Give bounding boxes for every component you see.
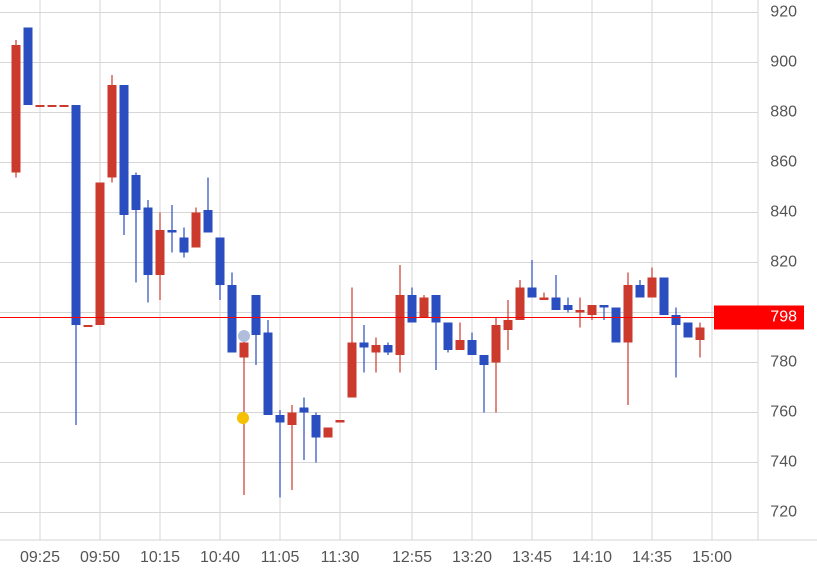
candle-body	[683, 322, 693, 338]
candle-body	[11, 45, 21, 173]
last-price-box	[714, 305, 804, 330]
candle-body	[299, 407, 309, 413]
y-tick-label: 900	[770, 54, 797, 71]
candle-body	[467, 340, 477, 355]
candle-body	[515, 287, 525, 320]
candle-body	[215, 237, 225, 285]
x-tick-label: 10:15	[140, 549, 180, 566]
candle-body	[371, 345, 381, 353]
candle-body	[107, 85, 117, 178]
candle-body	[179, 237, 189, 253]
y-tick-label: 780	[770, 354, 797, 371]
y-tick-label: 820	[770, 254, 797, 271]
x-tick-label: 09:25	[20, 549, 60, 566]
candle-body	[335, 420, 345, 423]
candle-body	[635, 285, 645, 298]
candle-body	[623, 285, 633, 343]
candle-body	[227, 285, 237, 353]
x-tick-label: 13:45	[512, 549, 552, 566]
x-tick-label: 14:35	[632, 549, 672, 566]
candle-body	[647, 277, 657, 298]
candle-body	[287, 412, 297, 425]
candle-body	[527, 287, 537, 298]
candle-body	[95, 182, 105, 325]
candle-body	[539, 297, 549, 300]
candle-body	[83, 325, 93, 327]
candle-body	[443, 322, 453, 350]
candle-body	[167, 230, 177, 233]
candle-body	[563, 305, 573, 310]
x-tick-label: 12:55	[392, 549, 432, 566]
marker-dot	[237, 412, 249, 424]
candle-body	[503, 320, 513, 330]
x-tick-label: 10:40	[200, 549, 240, 566]
candle-body	[611, 307, 621, 343]
candle-body	[59, 105, 69, 107]
candle-body	[671, 315, 681, 325]
candle-body	[491, 325, 501, 363]
candle-body	[131, 175, 141, 210]
candle-body	[35, 105, 45, 107]
candle-body	[263, 332, 273, 415]
x-tick-label: 11:30	[321, 549, 360, 566]
candle-body	[239, 342, 249, 358]
x-tick-label: 11:05	[261, 549, 300, 566]
candle-body	[275, 415, 285, 423]
candle-body	[551, 297, 561, 310]
candle-body	[119, 85, 129, 215]
marker-dot	[238, 330, 250, 342]
candle-body	[455, 340, 465, 350]
candle-body	[431, 295, 441, 323]
candle-body	[191, 212, 201, 248]
candle-body	[251, 295, 261, 335]
candle-body	[695, 327, 705, 340]
y-tick-label: 740	[770, 454, 797, 471]
candle-body	[23, 27, 33, 105]
x-tick-label: 13:20	[452, 549, 492, 566]
candle-body	[479, 355, 489, 365]
candle-body	[383, 345, 393, 353]
candle-body	[203, 210, 213, 233]
candle-body	[155, 230, 165, 275]
y-tick-label: 760	[770, 404, 797, 421]
candle-body	[395, 295, 405, 355]
candle-body	[323, 427, 333, 438]
candle-body	[575, 310, 585, 313]
candle-body	[311, 415, 321, 438]
candle-body	[359, 342, 369, 348]
x-tick-label: 15:00	[692, 549, 732, 566]
candle-body	[71, 105, 81, 325]
candle-body	[587, 305, 597, 315]
y-tick-label: 880	[770, 104, 797, 121]
candle-body	[659, 277, 669, 315]
y-tick-label: 860	[770, 154, 797, 171]
candle-body	[419, 297, 429, 318]
x-tick-label: 09:50	[80, 549, 120, 566]
candle-body	[47, 105, 57, 107]
y-tick-label: 840	[770, 204, 797, 221]
candle-body	[347, 342, 357, 398]
last-price-label: 798	[770, 309, 797, 326]
y-tick-label: 720	[770, 504, 797, 521]
candle-body	[407, 295, 417, 323]
y-tick-label: 920	[770, 4, 797, 21]
x-tick-label: 14:10	[572, 549, 612, 566]
candle-body	[599, 305, 609, 308]
candle-body	[143, 207, 153, 275]
